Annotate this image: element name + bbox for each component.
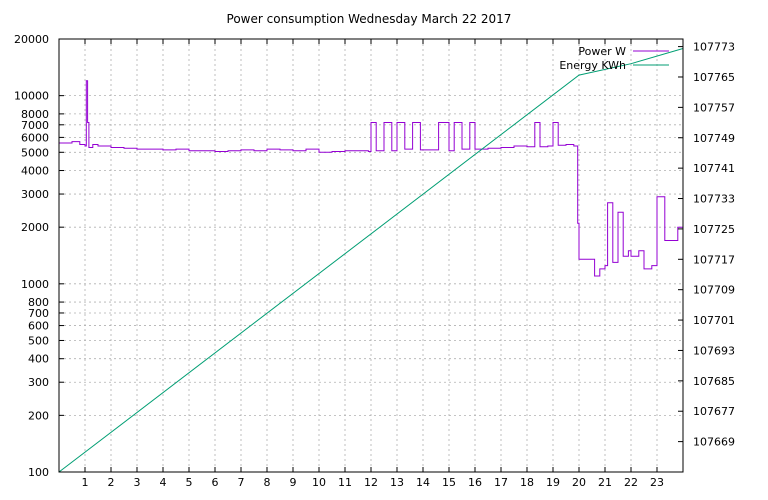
x-tick-label: 22 xyxy=(624,476,638,489)
y-left-tick-label: 5000 xyxy=(21,146,49,159)
x-tick-label: 21 xyxy=(598,476,612,489)
series-lines xyxy=(58,48,684,473)
y-right-tick-label: 107709 xyxy=(693,284,735,297)
x-tick-label: 2 xyxy=(108,476,115,489)
y-left-tick-label: 700 xyxy=(28,307,49,320)
y-left-tick-label: 7000 xyxy=(21,119,49,132)
x-tick-label: 7 xyxy=(238,476,245,489)
x-tick-label: 19 xyxy=(546,476,560,489)
y-right-tick-label: 107733 xyxy=(693,193,735,206)
x-tick-label: 14 xyxy=(416,476,430,489)
x-tick-label: 3 xyxy=(134,476,141,489)
x-tick-label: 5 xyxy=(186,476,193,489)
y-left-tick-label: 10000 xyxy=(14,90,49,103)
x-tick-label: 13 xyxy=(390,476,404,489)
y-left-tick-label: 300 xyxy=(28,376,49,389)
y-right-tick-label: 107717 xyxy=(693,253,735,266)
x-tick-label: 4 xyxy=(160,476,167,489)
y-left-tick-label: 200 xyxy=(28,409,49,422)
y-left-tick-label: 1000 xyxy=(21,278,49,291)
x-tick-label: 12 xyxy=(364,476,378,489)
y-left-tick-label: 4000 xyxy=(21,165,49,178)
y-right-tick-label: 107693 xyxy=(693,344,735,357)
x-tick-label: 10 xyxy=(312,476,326,489)
y-right-tick-label: 107685 xyxy=(693,375,735,388)
y-right-tick-label: 107757 xyxy=(693,101,735,114)
y-right-tick-label: 107749 xyxy=(693,132,735,145)
series-line-1 xyxy=(59,80,684,277)
y-left-tick-label: 3000 xyxy=(21,188,49,201)
x-tick-label: 20 xyxy=(572,476,586,489)
x-tick-label: 16 xyxy=(468,476,482,489)
x-tick-label: 11 xyxy=(338,476,352,489)
grid-lines xyxy=(59,38,683,473)
y-left-tick-label: 6000 xyxy=(21,131,49,144)
y-right-tick-label: 107669 xyxy=(693,436,735,449)
x-tick-label: 9 xyxy=(290,476,297,489)
x-tick-label: 6 xyxy=(212,476,219,489)
plot-frame xyxy=(58,38,684,473)
y-left-tick-label: 600 xyxy=(28,320,49,333)
y-right-tick-label: 107765 xyxy=(693,71,735,84)
x-tick-label: 17 xyxy=(494,476,508,489)
y-right-tick-label: 107701 xyxy=(693,314,735,327)
y-right-tick-label: 107741 xyxy=(693,162,735,175)
x-tick-label: 1 xyxy=(82,476,89,489)
x-tick-label: 18 xyxy=(520,476,534,489)
x-tick-label: 15 xyxy=(442,476,456,489)
x-tick-label: 8 xyxy=(264,476,271,489)
y-left-tick-label: 800 xyxy=(28,296,49,309)
axes: 1 2 3 4 5 6 7 8 9 10 11 12 13 14 15 16 17 18 19 20 21 22 23100… xyxy=(14,33,735,489)
x-tick-label: 23 xyxy=(650,476,664,489)
series-line-2 xyxy=(58,48,684,473)
y-left-tick-label: 20000 xyxy=(14,33,49,46)
y-right-tick-label: 107677 xyxy=(693,405,735,418)
legend-label: Power W xyxy=(578,45,626,58)
y-left-tick-label: 100 xyxy=(28,466,49,479)
y-left-tick-label: 500 xyxy=(28,334,49,347)
legend-label: Energy KWh xyxy=(559,59,626,72)
y-right-tick-label: 107725 xyxy=(693,223,735,236)
chart-title: Power consumption Wednesday March 22 201… xyxy=(227,12,512,26)
y-left-tick-label: 8000 xyxy=(21,108,49,121)
y-right-tick-label: 107773 xyxy=(693,41,735,54)
y-left-tick-label: 2000 xyxy=(21,221,49,234)
y-left-tick-label: 400 xyxy=(28,353,49,366)
